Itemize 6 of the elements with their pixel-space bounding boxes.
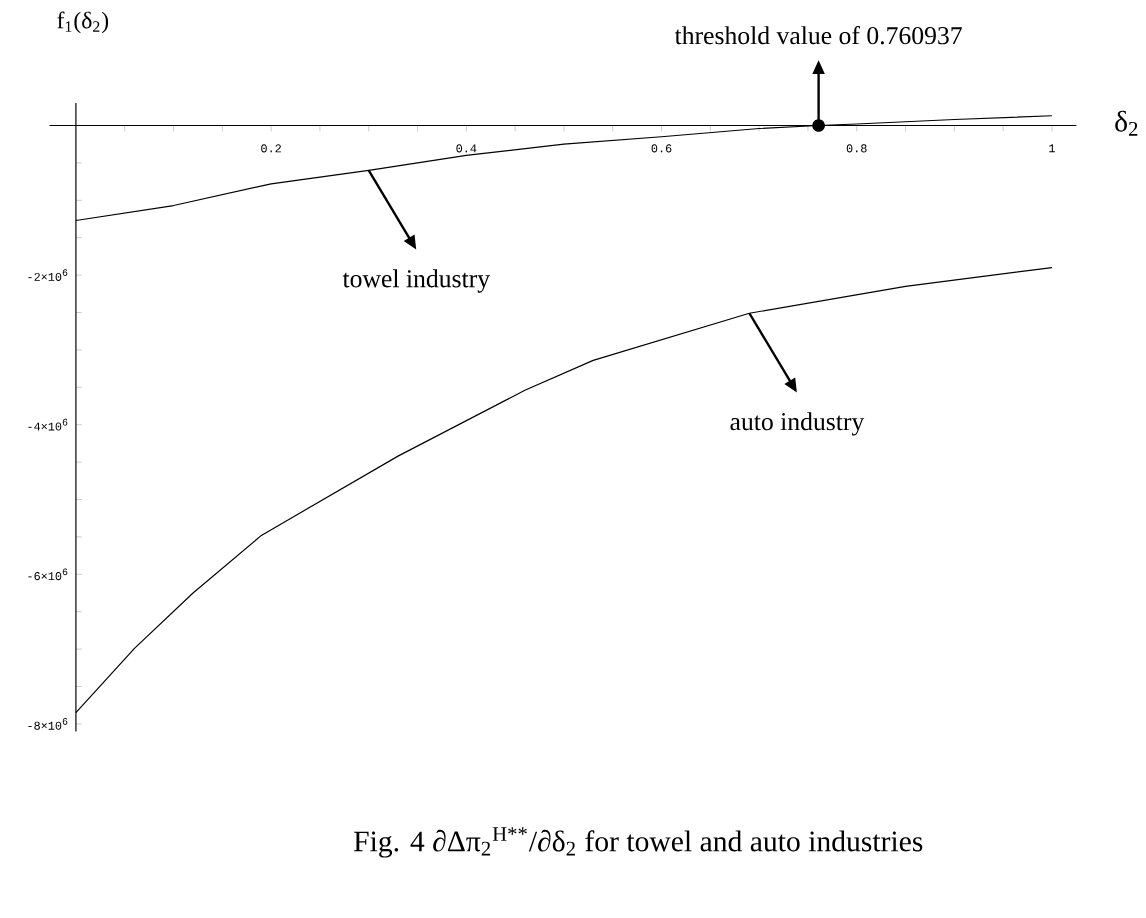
x-axis-title: δ$_{2}$ <box>1115 110 1138 136</box>
caption: Fig. 4 ∂Δπ$_{2}$$^{H**}$/∂δ$_{2}$ for towel and auto industries <box>354 827 923 858</box>
y-axis-title: f$_{1}$(δ$_{2}$) <box>57 11 109 34</box>
annotation: threshold value of 0.760937 <box>674 26 962 45</box>
annotation: towel industry <box>342 269 490 293</box>
annotation: auto industry <box>730 412 865 436</box>
